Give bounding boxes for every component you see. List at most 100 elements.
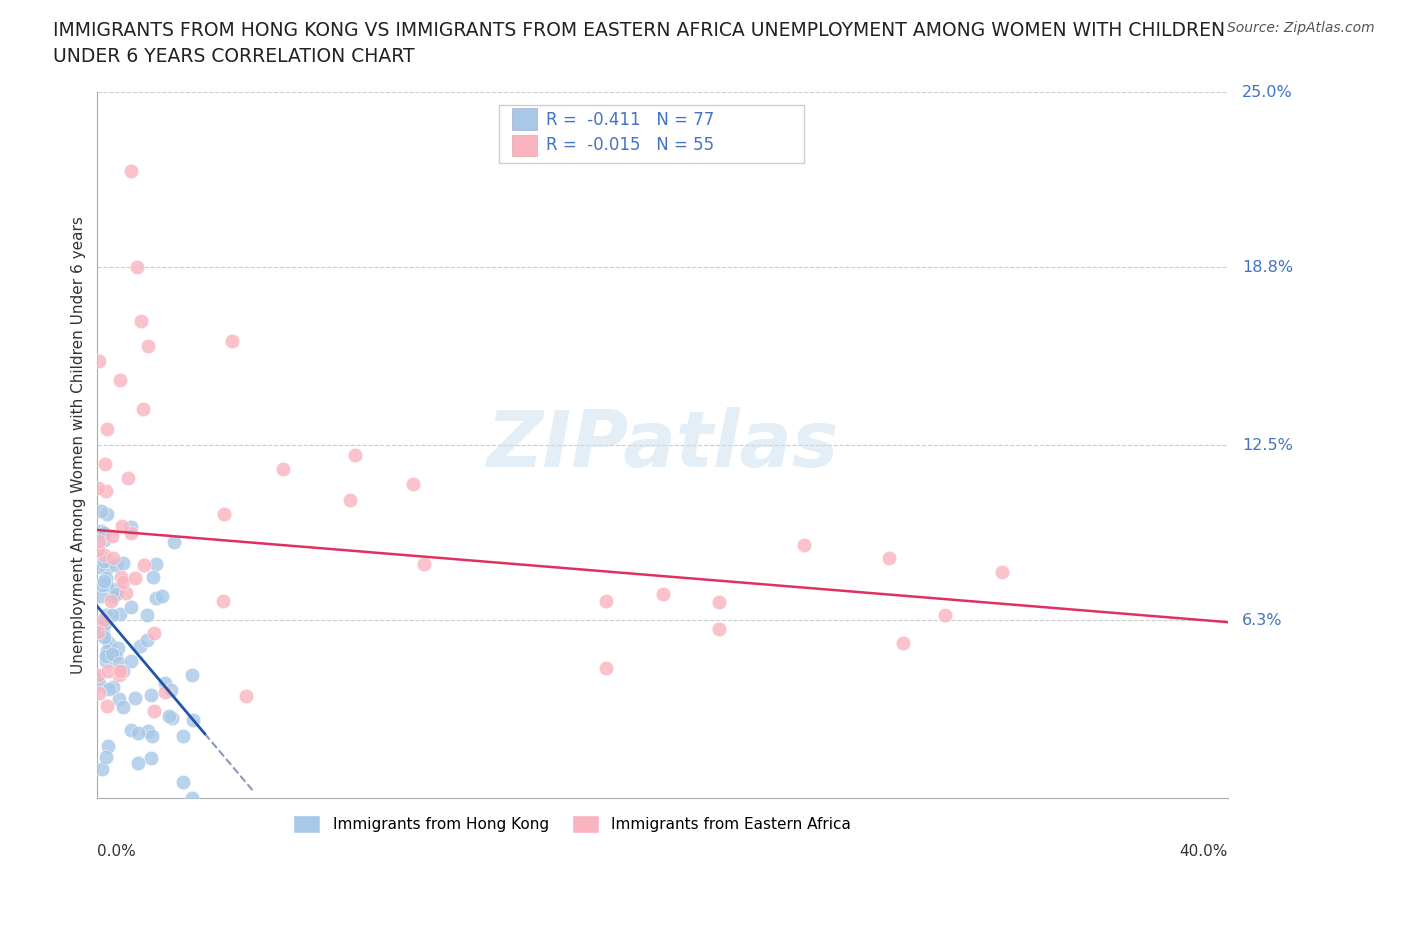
Point	[91, 613, 114, 628]
Text: 25.0%: 25.0%	[1241, 85, 1292, 100]
Point	[150, 589, 173, 604]
Point	[131, 401, 153, 416]
Point	[707, 621, 730, 636]
Point	[89, 677, 111, 692]
Text: R =  -0.015   N = 55: R = -0.015 N = 55	[546, 136, 714, 154]
Point	[103, 590, 125, 604]
Point	[105, 586, 128, 601]
Point	[990, 565, 1012, 579]
Point	[97, 738, 120, 753]
Point	[135, 608, 157, 623]
Point	[110, 570, 132, 585]
Point	[651, 587, 673, 602]
Point	[107, 691, 129, 706]
Text: IMMIGRANTS FROM HONG KONG VS IMMIGRANTS FROM EASTERN AFRICA UNEMPLOYMENT AMONG W: IMMIGRANTS FROM HONG KONG VS IMMIGRANTS …	[53, 21, 1226, 40]
Point	[141, 751, 163, 765]
Point	[159, 683, 181, 698]
Point	[120, 164, 142, 179]
Point	[595, 660, 617, 675]
Point	[94, 607, 117, 622]
Point	[96, 507, 118, 522]
Point	[86, 625, 108, 640]
Point	[93, 573, 115, 588]
Point	[402, 476, 425, 491]
Point	[124, 570, 146, 585]
Text: 40.0%: 40.0%	[1180, 844, 1227, 858]
Point	[87, 551, 110, 566]
Point	[934, 607, 956, 622]
Text: UNDER 6 YEARS CORRELATION CHART: UNDER 6 YEARS CORRELATION CHART	[53, 46, 415, 65]
Point	[160, 711, 183, 725]
Point	[104, 647, 127, 662]
Point	[112, 699, 135, 714]
Point	[181, 713, 204, 728]
Point	[96, 421, 118, 436]
Point	[97, 553, 120, 568]
Point	[120, 599, 142, 614]
Point	[90, 589, 112, 604]
FancyBboxPatch shape	[512, 135, 537, 156]
Point	[112, 556, 135, 571]
Point	[91, 624, 114, 639]
Point	[120, 653, 142, 668]
Point	[86, 560, 108, 575]
Point	[127, 755, 149, 770]
Point	[96, 750, 118, 764]
Point	[101, 528, 124, 543]
Point	[163, 535, 186, 550]
FancyBboxPatch shape	[499, 105, 804, 163]
Point	[87, 551, 110, 565]
Text: 6.3%: 6.3%	[1241, 613, 1282, 628]
Point	[87, 668, 110, 683]
Point	[413, 557, 436, 572]
Point	[96, 578, 118, 592]
Point	[153, 684, 176, 699]
Point	[94, 616, 117, 631]
Legend: Immigrants from Hong Kong, Immigrants from Eastern Africa: Immigrants from Hong Kong, Immigrants fr…	[287, 809, 858, 839]
Point	[100, 593, 122, 608]
Point	[98, 681, 121, 696]
Point	[128, 639, 150, 654]
Point	[89, 685, 111, 700]
Point	[108, 373, 131, 388]
Point	[94, 649, 117, 664]
Point	[142, 626, 165, 641]
FancyBboxPatch shape	[512, 109, 537, 129]
Point	[108, 663, 131, 678]
Point	[90, 503, 112, 518]
Y-axis label: Unemployment Among Women with Children Under 6 years: Unemployment Among Women with Children U…	[72, 217, 86, 674]
Point	[97, 636, 120, 651]
Point	[117, 471, 139, 485]
Point	[96, 560, 118, 575]
Point	[120, 723, 142, 737]
Point	[127, 726, 149, 741]
Point	[94, 653, 117, 668]
Text: Source: ZipAtlas.com: Source: ZipAtlas.com	[1227, 21, 1375, 35]
Point	[93, 630, 115, 644]
Point	[110, 519, 132, 534]
Text: ZIPatlas: ZIPatlas	[486, 407, 839, 484]
Point	[101, 680, 124, 695]
Point	[107, 668, 129, 683]
Point	[793, 538, 815, 552]
Point	[89, 545, 111, 560]
Point	[91, 618, 114, 633]
Point	[108, 656, 131, 671]
Point	[136, 632, 159, 647]
Point	[595, 593, 617, 608]
Point	[142, 569, 165, 584]
Point	[120, 525, 142, 540]
Point	[101, 608, 124, 623]
Point	[105, 582, 128, 597]
Point	[145, 557, 167, 572]
Point	[221, 333, 243, 348]
Text: 0.0%: 0.0%	[97, 844, 136, 858]
Text: R =  -0.411   N = 77: R = -0.411 N = 77	[546, 111, 714, 128]
Point	[124, 690, 146, 705]
Point	[115, 586, 138, 601]
Point	[172, 775, 194, 790]
Point	[104, 646, 127, 661]
Point	[97, 663, 120, 678]
Point	[100, 647, 122, 662]
Point	[111, 663, 134, 678]
